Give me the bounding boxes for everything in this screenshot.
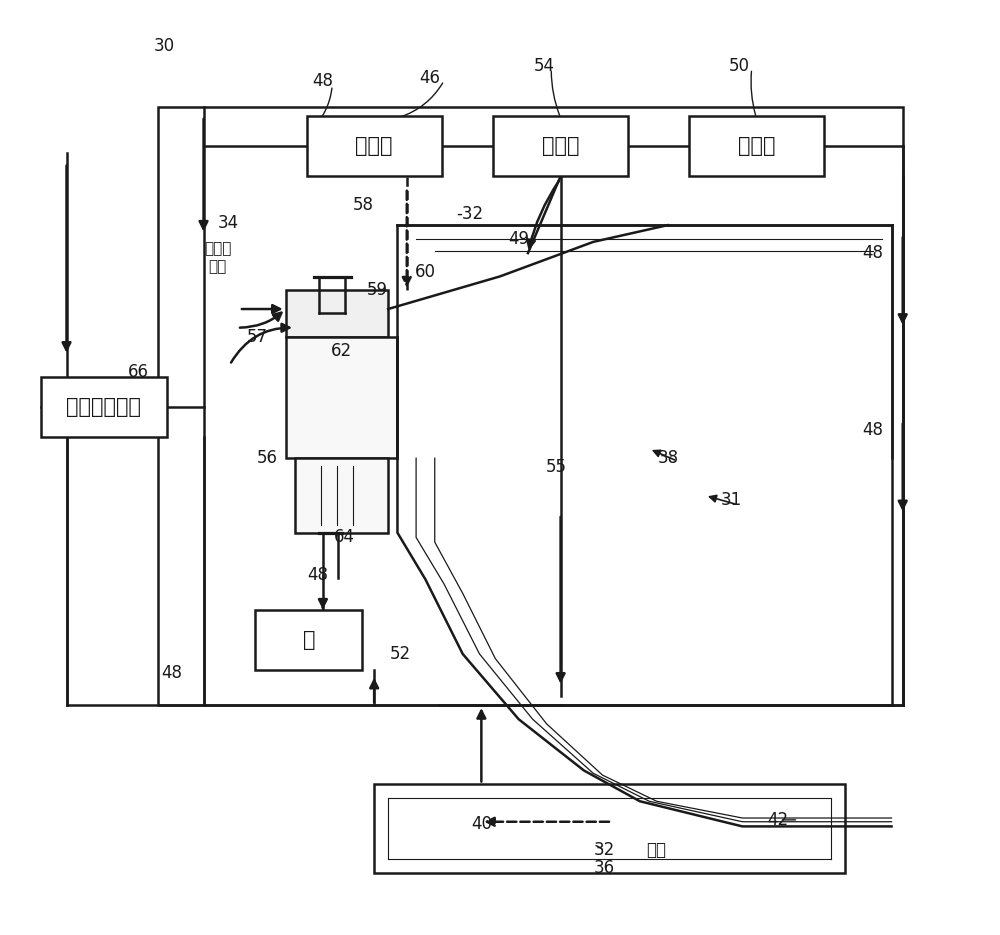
Text: 30: 30 (154, 37, 175, 55)
Text: 空气: 空气 (647, 841, 667, 858)
Text: 发动机: 发动机 (355, 136, 393, 156)
Text: 31: 31 (721, 491, 742, 510)
Text: 冷却剂: 冷却剂 (204, 241, 231, 256)
Bar (493, 116, 628, 176)
Bar (295, 458, 388, 533)
Text: 40: 40 (471, 814, 492, 832)
Text: 48: 48 (308, 566, 329, 583)
Text: 56: 56 (256, 449, 277, 468)
Text: 62: 62 (331, 342, 352, 360)
Text: 36: 36 (594, 859, 615, 877)
Text: 进入: 进入 (208, 260, 227, 275)
Text: 60: 60 (415, 263, 436, 280)
Text: 48: 48 (862, 244, 883, 262)
Text: 38: 38 (657, 449, 678, 468)
Text: 66: 66 (128, 364, 149, 381)
Text: 48: 48 (862, 421, 883, 439)
Text: 恒温器: 恒温器 (542, 136, 579, 156)
Text: 50: 50 (729, 57, 750, 75)
Text: 52: 52 (390, 645, 411, 663)
Text: 54: 54 (534, 57, 555, 75)
Text: 49: 49 (508, 230, 529, 248)
Text: 驾驶室加热器: 驾驶室加热器 (66, 396, 141, 417)
Text: 散热器: 散热器 (738, 136, 775, 156)
Text: 64: 64 (334, 528, 355, 546)
Bar (255, 610, 362, 670)
Text: 55: 55 (545, 458, 566, 477)
Text: 58: 58 (352, 195, 373, 213)
Text: 42: 42 (767, 811, 788, 829)
Bar (689, 116, 824, 176)
Text: 48: 48 (161, 664, 182, 682)
Text: 57: 57 (247, 328, 268, 346)
Text: 59: 59 (366, 281, 387, 299)
Text: 48: 48 (312, 72, 333, 90)
Bar (374, 784, 845, 873)
Text: 泵: 泵 (303, 630, 315, 650)
Text: 46: 46 (420, 69, 441, 87)
Bar (158, 107, 903, 705)
Bar (286, 337, 397, 458)
Text: 32: 32 (594, 841, 615, 858)
Bar (41, 377, 167, 438)
Bar (307, 116, 442, 176)
Text: -32: -32 (457, 205, 484, 223)
Text: 34: 34 (217, 214, 238, 232)
Bar (286, 291, 388, 337)
